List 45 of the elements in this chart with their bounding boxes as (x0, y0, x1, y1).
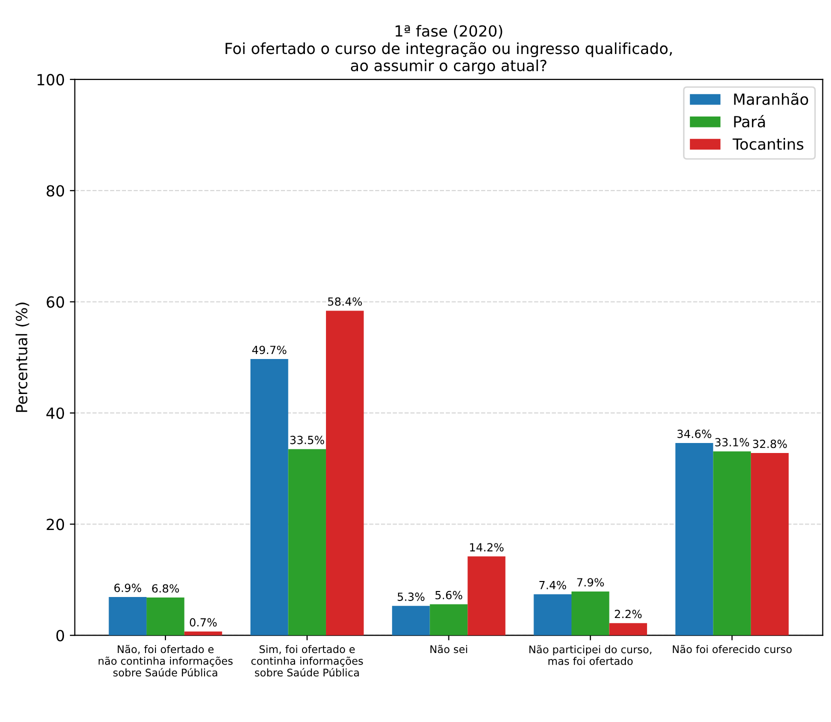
bar (572, 591, 610, 636)
y-tick-label: 40 (46, 407, 64, 420)
text: 2.2% (614, 610, 642, 618)
text: 49.7% (252, 346, 286, 354)
bar (750, 453, 789, 636)
x-tick-label: Não foi oferecido curso (672, 644, 792, 654)
legend-label: Maranhão (734, 92, 808, 105)
x-tick-label: Sim, foi ofertado e continha informações sobre Saúde Pública (251, 645, 363, 676)
bar (430, 604, 468, 636)
bar (288, 449, 326, 636)
y-tick-label: 20 (46, 518, 64, 530)
y-tick-label: 80 (46, 185, 64, 197)
text: 33.5% (290, 436, 324, 444)
bar (392, 606, 430, 636)
text: 5.3% (398, 592, 424, 601)
text: 32.8% (753, 440, 787, 448)
text: 33.1% (715, 438, 750, 446)
text: 6.9% (114, 584, 142, 592)
text: 7.4% (539, 580, 566, 590)
bar (609, 623, 648, 636)
y-axis-title: Percentual (%) (16, 302, 30, 412)
bar (250, 359, 288, 636)
text: 0.7% (190, 618, 217, 627)
bar (108, 597, 147, 636)
text: 7.9% (577, 578, 604, 587)
text: 34.6% (677, 430, 712, 438)
bar (326, 310, 364, 636)
x-tick-label: Não, foi ofertado e não continha informações sobre Saúde Pública (98, 644, 233, 676)
legend-label: Tocantins (732, 138, 804, 150)
y-tick-label: 0 (56, 630, 64, 642)
bar (468, 556, 506, 636)
text: 14.2% (470, 543, 504, 552)
text: 5.6% (435, 590, 462, 600)
bar (713, 451, 751, 636)
text: 6.8% (152, 584, 179, 593)
legend-label: Pará (734, 114, 765, 128)
y-tick-label: 100 (38, 74, 64, 86)
chart-title: 1ª fase (2020) Foi ofertado o curso de integração ou ingresso qualificado, ao assumir o cargo atual? (226, 24, 672, 74)
text: 58.4% (328, 297, 362, 306)
bar (146, 598, 184, 636)
x-tick-label: Não sei (430, 644, 468, 654)
y-tick-label: 60 (46, 296, 64, 308)
bar (534, 594, 572, 636)
bar (675, 443, 714, 636)
x-tick-label: Não participei do curso, mas foi ofertado (529, 645, 652, 665)
